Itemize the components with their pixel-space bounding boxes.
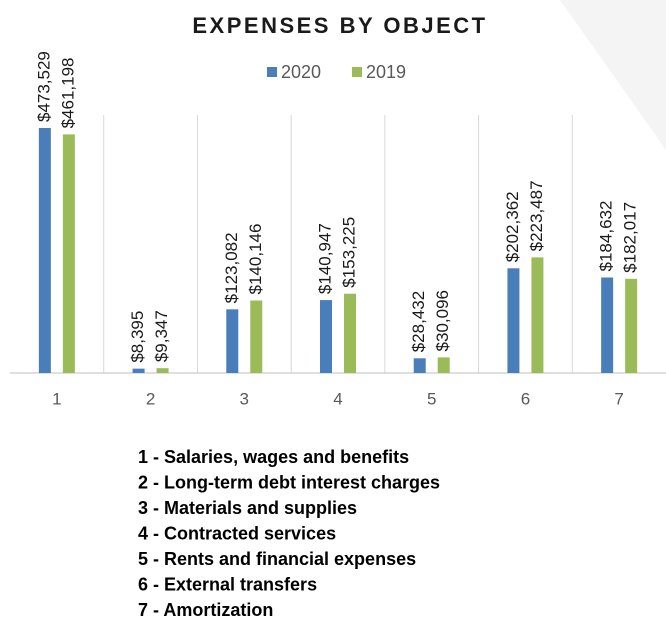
note: 7 - Amortization — [138, 600, 273, 620]
x-tick-label: 1 — [52, 389, 61, 408]
data-label: $30,096 — [433, 290, 452, 351]
data-label: $223,487 — [527, 180, 546, 251]
bar — [250, 300, 263, 373]
chart-title: EXPENSES BY OBJECT — [192, 13, 487, 38]
bar — [601, 277, 614, 373]
note: 5 - Rents and financial expenses — [138, 549, 416, 569]
data-label: $182,017 — [621, 202, 640, 273]
bar — [132, 368, 145, 373]
legend-label: 2020 — [281, 62, 321, 82]
data-label: $9,347 — [152, 310, 171, 362]
data-label: $140,146 — [246, 224, 265, 295]
bar — [344, 293, 356, 373]
x-tick-label: 6 — [521, 389, 530, 408]
bar — [507, 268, 520, 373]
x-tick-label: 2 — [146, 389, 155, 408]
note: 6 - External transfers — [138, 574, 317, 594]
bar — [62, 134, 75, 373]
bar — [413, 358, 426, 373]
data-label: $461,198 — [58, 57, 77, 128]
note: 3 - Materials and supplies — [138, 498, 357, 518]
data-label: $153,225 — [339, 217, 358, 288]
data-label: $184,632 — [597, 201, 616, 272]
data-label: $8,395 — [128, 311, 147, 363]
legend-swatch — [267, 67, 277, 77]
data-label: $123,082 — [222, 232, 241, 303]
legend-label: 2019 — [366, 62, 406, 82]
x-tick-label: 3 — [240, 389, 249, 408]
data-label: $473,529 — [34, 51, 53, 122]
bar — [226, 309, 239, 373]
note: 2 - Long-term debt interest charges — [138, 472, 440, 492]
bar — [437, 357, 450, 373]
x-tick-label: 4 — [333, 389, 342, 408]
watermark — [560, 0, 666, 150]
bar — [320, 300, 332, 373]
x-tick-label: 7 — [614, 389, 623, 408]
data-label: $28,432 — [409, 291, 428, 352]
note: 1 - Salaries, wages and benefits — [138, 447, 409, 467]
bar — [625, 278, 638, 373]
data-label: $140,947 — [315, 223, 334, 294]
data-label: $202,362 — [503, 191, 522, 262]
bar — [156, 368, 169, 373]
bar — [531, 257, 544, 373]
bar — [38, 128, 51, 373]
x-tick-label: 5 — [427, 389, 436, 408]
note: 4 - Contracted services — [138, 523, 336, 543]
legend-swatch — [352, 67, 362, 77]
